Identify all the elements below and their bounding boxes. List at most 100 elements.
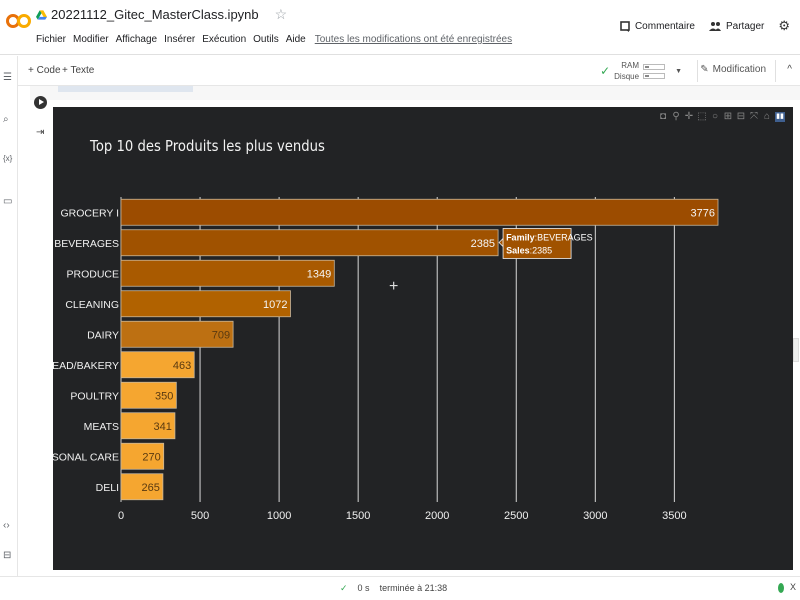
zoom-in-icon[interactable]: ⊞	[723, 111, 733, 122]
add-code-button[interactable]: + Code	[28, 65, 61, 76]
variables-icon[interactable]: {x}	[3, 154, 13, 163]
drive-icon	[36, 9, 47, 20]
data-label: 341	[154, 421, 172, 433]
home-icon[interactable]: ⌂	[763, 111, 771, 122]
runtime-status-icon	[778, 583, 784, 593]
gear-icon[interactable]: ⚙	[778, 18, 790, 33]
run-cell-button[interactable]	[34, 96, 47, 109]
box-select-icon[interactable]: ⬚	[697, 111, 707, 122]
bar	[120, 442, 165, 470]
add-text-button[interactable]: + Texte	[62, 65, 95, 76]
previous-cell-content	[58, 86, 193, 92]
x-tick-label: 1000	[267, 510, 291, 522]
comment-icon	[620, 20, 630, 32]
tooltip-sales: Sales:2385	[506, 246, 552, 256]
folder-icon[interactable]: ▭	[3, 196, 13, 207]
status-bar: ✓ 0 s terminée à 21:38 X	[0, 576, 800, 600]
scrollbar[interactable]	[793, 338, 799, 362]
bar-chart: 0 500 1000 1500 2000 2500 3000 3500 GROCERY I 377…	[53, 197, 719, 522]
menu-tools[interactable]: Outils	[253, 34, 279, 45]
data-label: 265	[142, 482, 160, 494]
x-tick-label: 2000	[425, 510, 449, 522]
colab-logo[interactable]	[6, 10, 32, 32]
y-tick-label: PRODUCE	[66, 268, 119, 280]
toc-icon[interactable]: ☰	[3, 72, 12, 83]
people-icon	[708, 22, 721, 31]
y-tick-label: BREAD/BAKERY	[53, 360, 119, 372]
bar	[120, 412, 176, 440]
edit-mode-label: Modification	[712, 64, 766, 75]
execution-duration: 0 s	[357, 583, 370, 593]
data-label: 1072	[263, 299, 287, 311]
bar	[120, 290, 291, 318]
pan-icon[interactable]: ✛	[684, 111, 694, 122]
zoom-icon[interactable]: ⚲	[672, 111, 680, 122]
x-tick-label: 500	[191, 510, 209, 522]
menu-insert[interactable]: Insérer	[164, 34, 196, 45]
bar	[120, 198, 719, 226]
edit-mode-button[interactable]: ✎ Modification	[700, 64, 766, 75]
check-icon: ✓	[600, 64, 611, 78]
disk-meter	[643, 72, 666, 79]
plotly-figure[interactable]: ◘ ⚲ ✛ ⬚ ○ ⊞ ⊟ ⤧ ⌂ ▮▮ Top 10 des Produits…	[53, 107, 793, 570]
zoom-out-icon[interactable]: ⊟	[736, 111, 746, 122]
bar	[120, 320, 234, 348]
share-label: Partager	[725, 20, 765, 32]
x-tick-label: 3000	[583, 510, 607, 522]
menu-bar: Fichier Modifier Affichage Insérer Exécu…	[36, 34, 512, 45]
divider	[697, 60, 698, 82]
x-tick-label: 3500	[662, 510, 686, 522]
menu-help[interactable]: Aide	[285, 34, 306, 45]
disk-label: Disque	[614, 72, 640, 81]
bar	[120, 259, 335, 287]
data-label: 270	[142, 451, 160, 463]
execution-finished: terminée à 21:38	[379, 583, 448, 593]
data-label: 1349	[307, 268, 331, 280]
menu-edit[interactable]: Modifier	[73, 34, 109, 45]
y-tick-label: DELI	[96, 482, 119, 494]
autoscale-icon[interactable]: ⤧	[750, 111, 758, 122]
x-tick-label: 1500	[346, 510, 370, 522]
left-sidebar: ☰ ⌕ {x} ▭ ‹› ⊟	[0, 56, 18, 576]
hover-tooltip	[502, 228, 572, 259]
search-icon[interactable]: ⌕	[3, 114, 9, 125]
ram-label: RAM	[621, 61, 640, 70]
code-snippets-icon[interactable]: ‹›	[3, 520, 10, 531]
y-tick-label: MEATS	[84, 421, 119, 433]
previous-cell	[30, 86, 800, 100]
menu-view[interactable]: Affichage	[115, 34, 158, 45]
comment-button[interactable]: Commentaire	[620, 21, 695, 32]
plotly-logo-icon[interactable]: ▮▮	[775, 112, 785, 122]
resource-monitor[interactable]: ✓ RAM Disque ▼	[600, 60, 682, 82]
y-tick-label: POULTRY	[70, 390, 119, 402]
share-button[interactable]: Partager	[708, 20, 765, 32]
y-tick-label: PERSONAL CARE	[53, 451, 119, 463]
star-icon[interactable]: ☆	[274, 6, 288, 22]
camera-icon[interactable]: ◘	[659, 111, 667, 122]
output-icon[interactable]: ⇥	[36, 127, 45, 138]
menu-file[interactable]: Fichier	[36, 34, 67, 45]
terminal-icon[interactable]: ⊟	[3, 550, 12, 561]
x-tick-label: 2500	[504, 510, 528, 522]
lasso-icon[interactable]: ○	[711, 111, 719, 122]
y-tick-label: BEVERAGES	[54, 238, 119, 250]
bar	[120, 381, 177, 409]
data-label: 463	[173, 360, 191, 372]
saved-status-link[interactable]: Toutes les modifications ont été enregis…	[314, 34, 513, 45]
data-label: 350	[155, 390, 173, 402]
notebook-toolbar: + Code + Texte ✓ RAM Disque ▼ ✎ Modifica…	[18, 56, 800, 86]
notebook-filename[interactable]: 20221112_Gitec_MasterClass.ipynb	[51, 7, 259, 22]
dropdown-arrow-icon[interactable]: ▼	[675, 67, 682, 75]
ram-meter	[643, 63, 666, 70]
status-check-icon: ✓	[340, 583, 348, 593]
top-bar: 20221112_Gitec_MasterClass.ipynb ☆ Fichi…	[0, 0, 800, 55]
chart-title: Top 10 des Produits les plus vendus	[90, 137, 325, 155]
menu-runtime[interactable]: Exécution	[202, 34, 247, 45]
data-label: 709	[212, 329, 230, 341]
x-tick-label: 0	[118, 510, 124, 522]
y-tick-label: GROCERY I	[60, 207, 119, 219]
close-status-button[interactable]: X	[789, 582, 796, 592]
collapse-chevron-icon[interactable]: ^	[787, 64, 792, 75]
comment-label: Commentaire	[634, 20, 695, 32]
bar	[120, 473, 164, 501]
